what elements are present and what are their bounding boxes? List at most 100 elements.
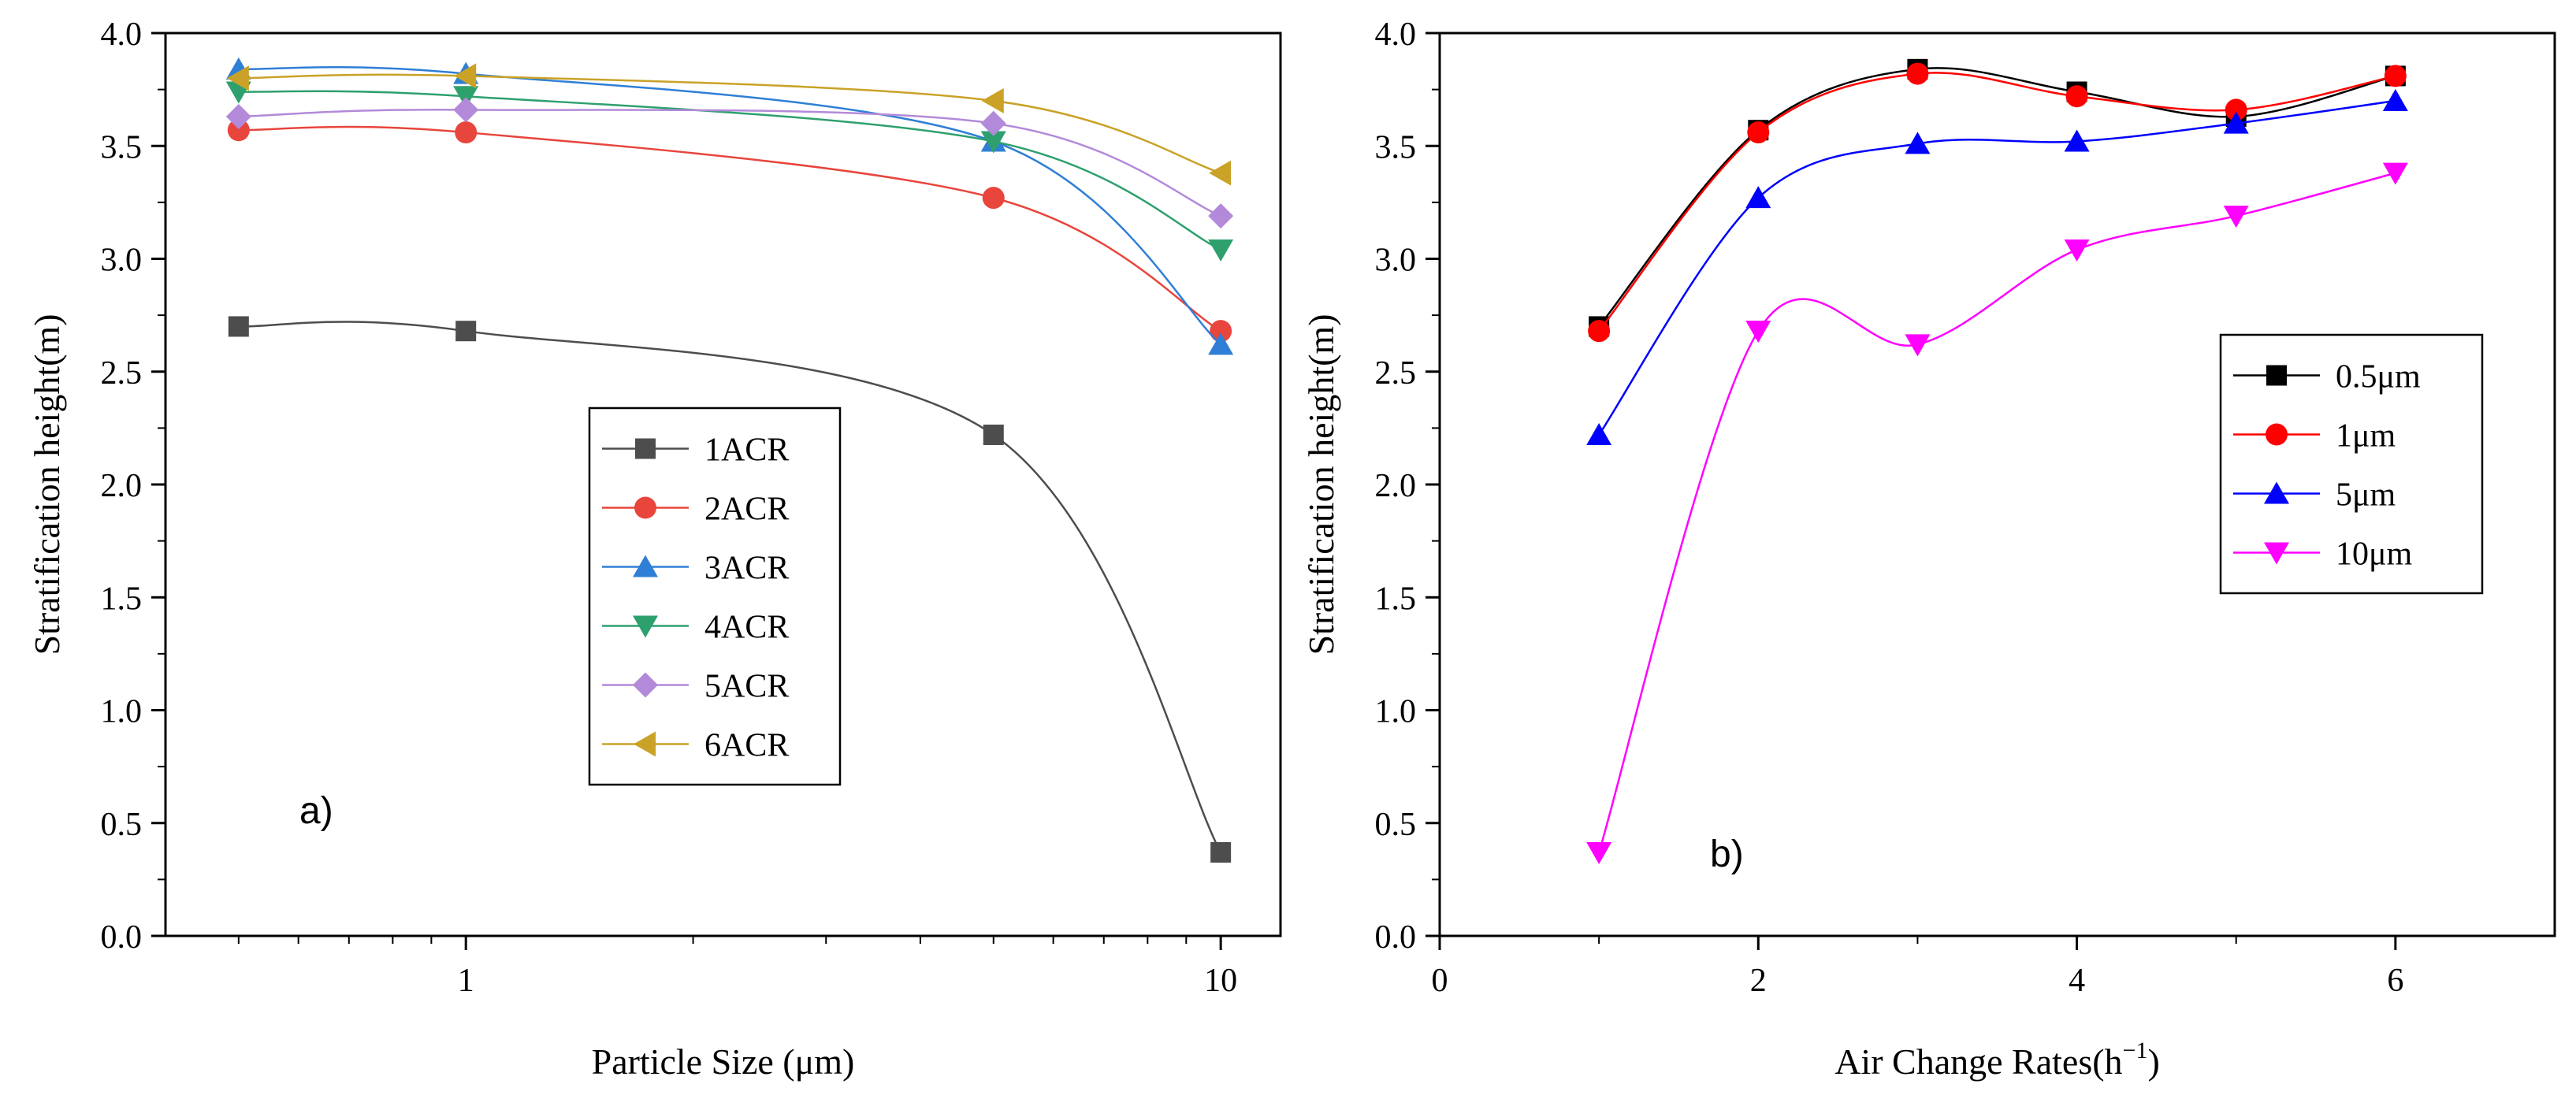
data-point-6acr [226,65,249,91]
data-point-5-m [2223,111,2249,134]
data-point-6acr [454,63,477,89]
y-tick-label: 4.0 [101,17,143,53]
y-tick-label: 4.0 [1375,17,1417,53]
y-tick-label: 0.0 [101,919,143,956]
data-point-5-m [1586,422,1612,445]
data-point-1-m [2065,85,2088,108]
y-tick-label: 1.5 [1375,581,1417,617]
series-10-m [1586,162,2408,864]
legend-label: 10μm [2336,536,2413,573]
data-point-10-m [1745,321,1771,343]
series-line-4acr [238,90,1221,251]
legend-item-3acr: 3ACR [602,551,789,587]
data-point-5acr [980,110,1006,136]
series-line-1-m [1598,72,2396,332]
legend-label: 2ACR [704,492,789,528]
legend-label: 1μm [2336,418,2396,455]
data-point-1acr [1210,841,1232,863]
panel-b-y-axis-label: Stratification height(m) [1301,314,1341,655]
legend-frame [2219,333,2484,595]
series-line-2acr [238,125,1221,332]
data-point-1-m [1588,320,1611,343]
legend-item-5acr: 5ACR [602,669,789,705]
panel-b-ticks: 0.0 0.5 1.0 1.5 2.0 2.5 3.0 3.5 4.0 0 2 4 6 [1375,17,2404,999]
y-tick-label: 2.5 [101,355,143,392]
y-tick-label: 2.5 [1375,355,1417,392]
legend-swatch-marker [2264,542,2289,565]
data-point-6acr [1209,160,1232,186]
panel-a-x-axis-label: Particle Size (μm) [592,1041,855,1082]
legend-item-6acr: 6ACR [602,728,789,764]
series-line-6acr [238,73,1221,174]
data-point-10-m [2064,239,2090,262]
panel-b-label: b) [1710,833,1744,875]
series-line-5acr [238,109,1221,217]
legend-label: 3ACR [704,551,789,587]
legend-swatch-marker [635,438,656,459]
data-point-2acr [982,187,1005,210]
data-point-10-m [2382,162,2408,185]
series-line-1acr [238,321,1222,853]
data-point-10-m [1905,334,1931,357]
y-tick-label: 1.5 [101,581,143,617]
data-point-3acr [1208,332,1234,355]
panel-a-ticks: 0.0 0.5 1.0 1.5 2.0 2.5 3.0 3.5 4.0 1 10 [101,17,1238,999]
series-1-m [1588,62,2407,343]
data-point-5-m [2382,88,2408,111]
legend-label: 4ACR [704,610,789,646]
y-tick-label: 1.0 [1375,694,1417,730]
data-point-1acr [455,321,477,342]
y-tick-label: 3.5 [101,129,143,165]
data-point-10-m [2223,206,2249,228]
x-tick-label: 2 [1750,963,1767,999]
legend-swatch-marker [634,496,656,519]
data-point-1-m [1747,121,1770,144]
legend-swatch-marker [2264,481,2289,504]
panel-b-series [1586,58,2408,864]
legend-item-2acr: 2ACR [602,492,789,528]
panel-a-chart: 0.0 0.5 1.0 1.5 2.0 2.5 3.0 3.5 4.0 1 10 Stratific… [27,17,1282,1082]
panel-b-x-axis-label-main: Air Change Rates(h [1834,1041,2122,1082]
legend-label: 1ACR [704,432,789,469]
data-point-5-m [1905,132,1931,154]
panel-a-label: a) [299,790,333,832]
legend-swatch-marker [633,555,658,577]
data-point-2acr [455,121,478,144]
series-line-0-5-m [1598,67,2396,328]
series-5acr [225,97,1234,229]
series-6acr [226,63,1232,186]
y-tick-label: 3.0 [101,243,143,279]
panel-b-legend: 0.5μm 1μm 5μm 10μm [2219,333,2484,595]
legend-swatch-marker [633,615,658,638]
x-tick-label: 0 [1432,963,1448,999]
y-tick-label: 0.5 [1375,807,1417,843]
data-point-1acr [228,316,249,337]
legend-item-1-m: 1μm [2233,418,2396,455]
y-tick-label: 3.0 [1375,243,1417,279]
legend-label: 0.5μm [2336,359,2421,395]
legend-item-4acr: 4ACR [602,610,789,646]
legend-item-0-5-m: 0.5μm [2233,359,2421,395]
data-point-5acr [453,97,479,123]
x-tick-label: 10 [1204,963,1237,999]
series-5-m [1586,88,2408,445]
data-point-6acr [981,87,1004,113]
x-tick-label: 1 [458,963,474,999]
data-point-1acr [983,424,1004,445]
y-tick-label: 0.0 [1375,919,1417,956]
legend-swatch-marker [2266,365,2287,386]
series-2acr [227,119,1232,343]
data-point-4acr [980,131,1006,154]
series-4acr [225,81,1234,262]
series-line-5-m [1598,99,2396,436]
data-point-2acr [227,119,250,142]
legend-label: 5μm [2336,477,2396,514]
legend-swatch-marker [633,672,658,698]
legend-item-1acr: 1ACR [602,432,789,469]
legend-frame [588,407,842,786]
data-point-5-m [1745,186,1771,209]
legend-item-10-m: 10μm [2233,536,2413,573]
series-3acr [225,57,1234,355]
legend-label: 5ACR [704,669,789,705]
